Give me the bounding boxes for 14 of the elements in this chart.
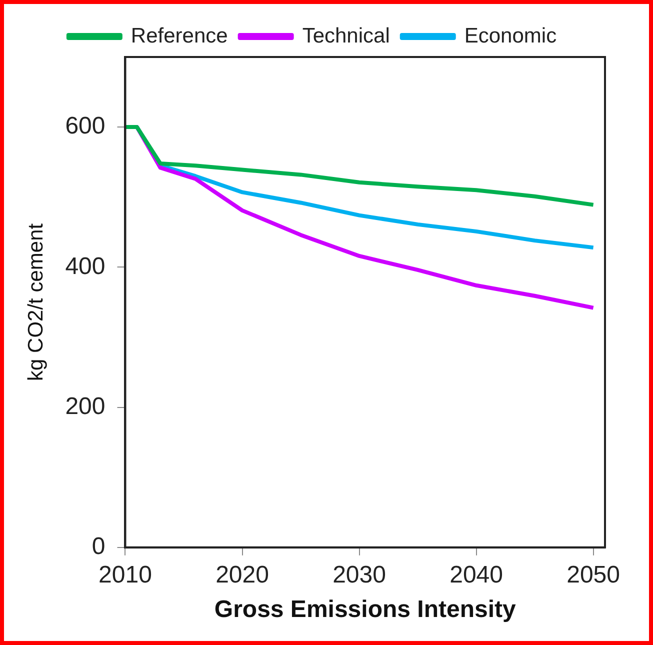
y-axis-title: kg CO2/t cement bbox=[24, 223, 48, 381]
x-tick-label: 2030 bbox=[332, 561, 386, 588]
x-tick-label: 2040 bbox=[450, 561, 503, 588]
legend-label: Reference bbox=[130, 24, 228, 48]
legend-label: Economic bbox=[464, 24, 557, 48]
y-tick-label: 400 bbox=[65, 252, 106, 280]
x-tick-label: 2020 bbox=[216, 561, 269, 588]
x-tick-label: 2050 bbox=[566, 561, 620, 588]
y-tick-label: 0 bbox=[92, 533, 106, 560]
y-tick-label: 200 bbox=[65, 392, 106, 420]
y-tick-label: 600 bbox=[65, 112, 106, 140]
x-tick-label: 2010 bbox=[98, 561, 152, 588]
legend-label: Technical bbox=[302, 24, 390, 48]
x-axis-title: Gross Emissions Intensity bbox=[214, 596, 516, 624]
